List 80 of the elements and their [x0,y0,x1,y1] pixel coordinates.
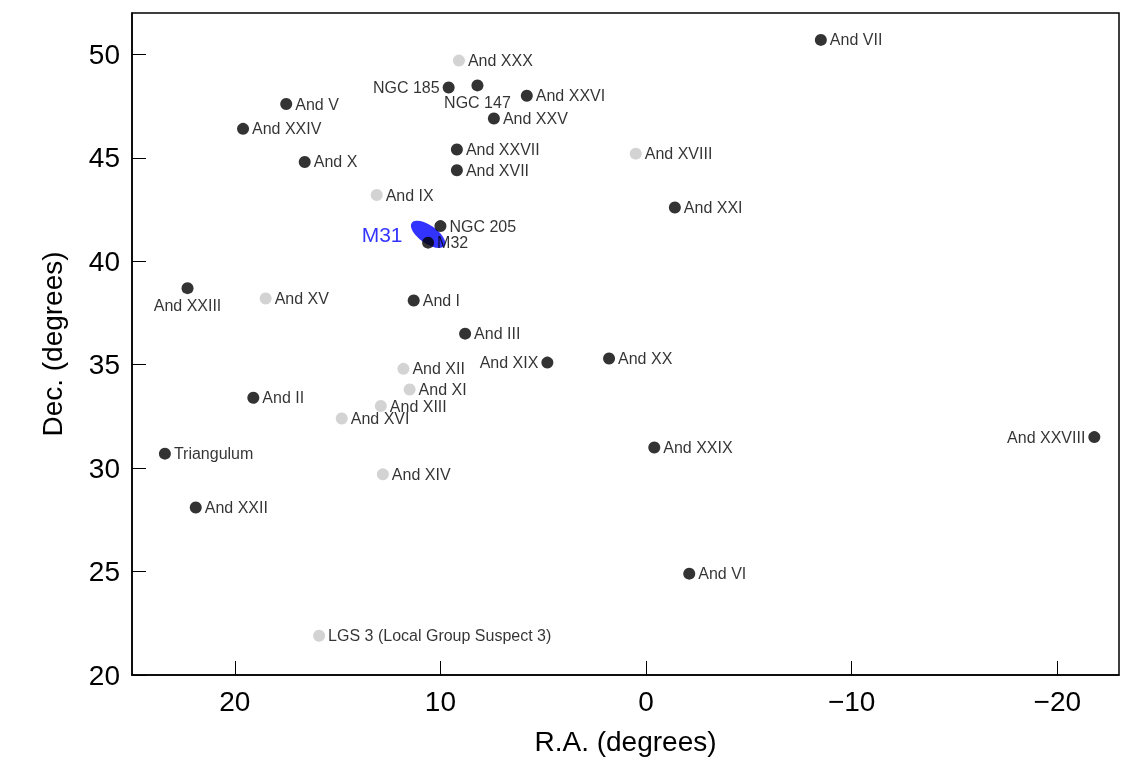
point [407,294,420,307]
x-axis-title: R.A. (degrees) [534,725,717,757]
annotation: And XXIII [153,296,222,314]
y-axis-title: Dec. (degrees) [36,251,68,437]
annotation: And XXI [683,198,743,216]
point [237,122,250,135]
point [422,236,435,249]
annotation: And XVIII [644,145,713,163]
x-tick-label: 10 [424,685,457,717]
y-tick-label: 30 [88,452,120,484]
x-tick-label: −20 [1033,685,1082,717]
annotation: And XIX [479,354,539,372]
annotation: And XXIV [252,120,322,138]
annotation: Triangulum [173,445,254,463]
point [259,292,272,305]
annotation: And XXVIII [1007,428,1086,446]
annotation: And XXII [204,498,268,516]
annotation: And XXV [502,110,569,128]
point [668,201,681,214]
annotation: And V [295,95,340,113]
point [434,220,447,233]
point [376,468,389,481]
point [629,147,642,160]
annotation: And XV [274,289,330,307]
annotation: And XXIX [663,438,733,456]
point [158,447,171,460]
point [370,189,383,202]
point [541,356,554,369]
point [814,33,827,46]
point [683,567,696,580]
annotation: And XVII [465,161,530,179]
point [335,412,348,425]
annotation: NGC 147 [444,93,511,111]
annotation: And XIV [391,465,451,483]
annotation: And XXVI [535,87,606,105]
point [181,282,194,295]
annotation: And VII [829,31,883,49]
x-tick-label: −10 [827,685,876,717]
point [487,112,500,125]
annotation: And IX [385,186,435,204]
x-tick-label: 20 [219,685,251,717]
annotation: NGC 185 [372,78,440,96]
point [450,143,463,156]
point [374,400,387,413]
point [459,327,472,340]
annotation: LGS 3 (Local Group Suspect 3) [328,627,552,645]
annotation: And XX [618,349,673,367]
point [452,54,465,67]
annotation: And VI [698,565,747,583]
annotation: And II [262,389,305,407]
point [648,441,661,454]
y-tick-label: 20 [88,659,120,691]
y-tick-label: 35 [88,349,120,381]
point [280,98,293,111]
point [450,164,463,177]
y-tick-label: 40 [88,245,120,277]
annotation: And XXX [467,52,534,70]
annotation: And XII [412,360,465,378]
point [189,501,202,514]
annotation: And I [422,292,461,310]
series-label: M31 [361,222,403,246]
point [520,89,533,102]
y-tick-label: 45 [88,142,120,174]
annotation: And XI [418,381,467,399]
x-tick-label: 0 [638,685,654,717]
point [442,81,455,94]
y-tick-label: 25 [88,556,120,588]
point [403,383,416,396]
point [1088,431,1101,444]
annotation: NGC 205 [449,217,517,235]
point [603,352,616,365]
point [471,79,484,92]
point [298,155,311,168]
annotation: And X [313,153,358,171]
point [247,391,260,404]
annotation: And XXVII [465,141,540,159]
point [313,629,326,642]
point [397,362,410,375]
annotation: And III [474,325,521,343]
y-tick-label: 50 [88,38,120,70]
